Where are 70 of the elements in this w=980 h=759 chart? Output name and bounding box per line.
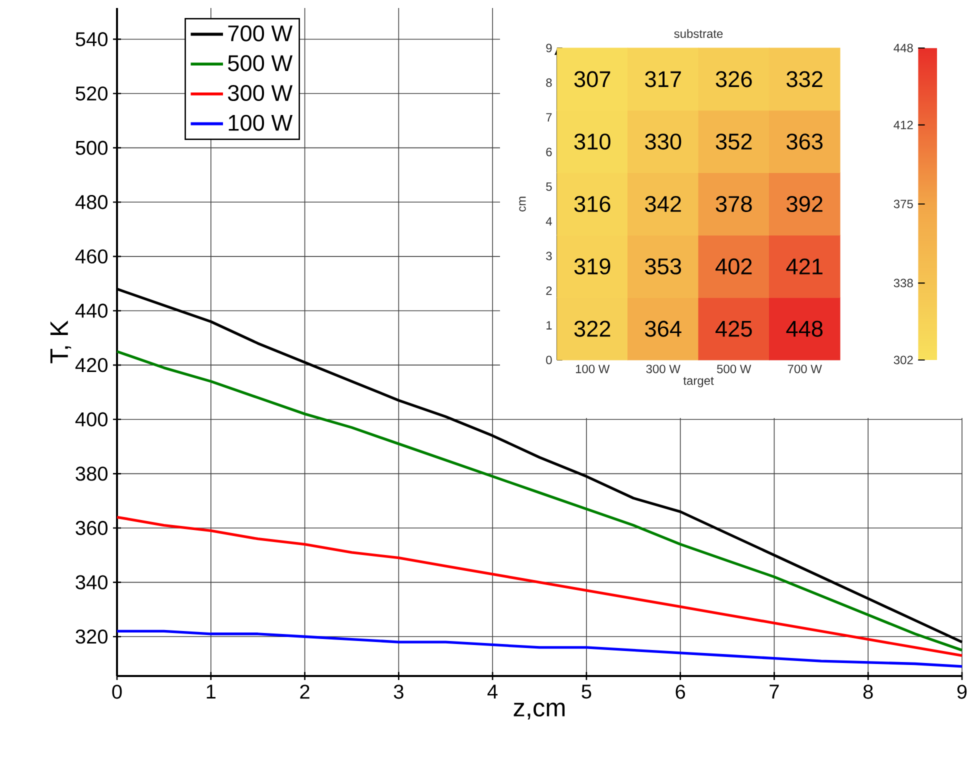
- y-tick-label: 420: [75, 358, 108, 372]
- x-tick-label: 100 W: [576, 364, 610, 374]
- data-label: 425: [715, 320, 752, 337]
- data-label: 378: [716, 196, 752, 212]
- x-tick-label: 7: [770, 684, 779, 698]
- x-tick-label: 3: [394, 684, 404, 699]
- y-tick-label: 540: [76, 32, 108, 46]
- y-tick-label: 3: [546, 252, 552, 260]
- y-tick-label: 360: [76, 520, 108, 536]
- color-bar-label: 338: [894, 278, 913, 288]
- y-tick-label: 4: [546, 217, 552, 226]
- y-tick-label: 1: [546, 321, 552, 330]
- data-label: 317: [645, 71, 681, 88]
- data-label: 352: [716, 134, 752, 150]
- x-tick-label: 0: [112, 684, 122, 699]
- color-bar-label: 448: [894, 44, 913, 52]
- data-label: 310: [574, 134, 610, 150]
- data-label: 364: [645, 320, 682, 337]
- y-tick-label: 6: [546, 148, 552, 156]
- y-axis-title: T, K: [50, 320, 72, 364]
- x-tick-label: 2: [300, 684, 310, 699]
- color-bar-label: 375: [894, 200, 913, 208]
- x-tick-label: 4: [487, 684, 498, 698]
- y-tick-label: 0: [546, 356, 552, 364]
- data-label: 322: [574, 320, 610, 337]
- x-axis-title: target: [683, 377, 714, 388]
- y-tick-label: 320: [76, 630, 108, 644]
- data-label: 332: [786, 71, 822, 88]
- data-label: 326: [716, 71, 752, 88]
- y-tick-label: 400: [75, 412, 108, 426]
- x-tick-label: 500 W: [717, 364, 752, 374]
- x-tick-label: 9: [957, 684, 967, 699]
- data-label: 319: [574, 258, 610, 274]
- legend-label: 300 W: [228, 84, 293, 102]
- data-label: 353: [645, 258, 682, 274]
- color-bar-label: 302: [894, 356, 913, 364]
- x-axis-title: z,cm: [514, 702, 565, 720]
- data-label: 330: [645, 134, 682, 150]
- data-label: 402: [715, 258, 752, 274]
- data-label: 316: [574, 196, 610, 212]
- legend-label: 700 W: [228, 25, 293, 42]
- x-tick-label: 1: [206, 684, 216, 698]
- y-tick-label: 440: [75, 304, 108, 318]
- y-tick-label: 8: [546, 78, 552, 87]
- x-tick-label: 8: [863, 684, 873, 699]
- color-bar-label: 412: [894, 120, 913, 130]
- legend-label: 100 W: [228, 114, 293, 131]
- x-tick-label: 700 W: [788, 364, 822, 374]
- y-tick-label: 5: [546, 182, 552, 191]
- x-tick-label: 5: [582, 684, 592, 699]
- data-label: 363: [786, 134, 823, 150]
- data-label: 448: [786, 320, 823, 337]
- y-tick-label: 520: [76, 86, 108, 101]
- y-tick-label: 480: [75, 195, 108, 210]
- x-tick-label: 300 W: [646, 364, 680, 374]
- data-label: 421: [786, 258, 822, 274]
- data-label: 342: [645, 196, 681, 212]
- y-tick-label: 7: [546, 113, 552, 122]
- y-tick-label: 380: [76, 466, 108, 481]
- y-tick-label: 460: [75, 249, 108, 264]
- chart-title: substrate: [674, 29, 723, 38]
- y-tick-label: 2: [546, 286, 552, 295]
- y-tick-label: 9: [546, 44, 552, 52]
- y-tick-label: 500: [76, 140, 108, 155]
- y-tick-label: 340: [76, 575, 108, 590]
- y-axis-title: cm: [519, 196, 526, 212]
- data-label: 392: [786, 196, 822, 212]
- x-tick-label: 6: [676, 684, 686, 699]
- data-label: 307: [574, 71, 610, 88]
- legend-label: 500 W: [228, 55, 293, 72]
